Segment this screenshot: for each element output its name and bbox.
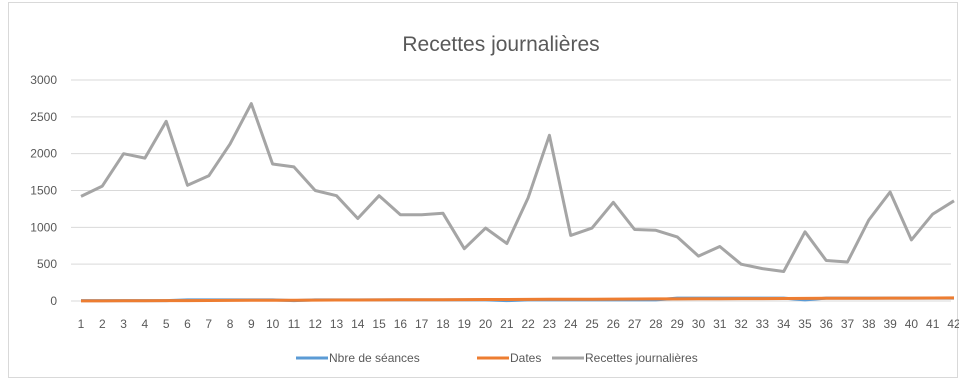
legend: Nbre de séances Dates Recettes journalière…: [296, 351, 698, 365]
y-tick-label: 0: [50, 294, 57, 308]
x-tick-label: 39: [883, 317, 897, 331]
y-tick-label: 1500: [30, 184, 57, 198]
series-line-2: [80, 102, 955, 273]
series-lines: [80, 102, 955, 303]
x-axis-ticks: 1 2 3 4 5 6 7 8 9 10 11 12 13 14 15 16 17 18 19 20 21 22 23 24 2…: [78, 317, 959, 331]
x-tick-label: 3: [120, 317, 127, 331]
x-tick-label: 19: [458, 317, 472, 331]
x-tick-label: 4: [142, 317, 149, 331]
x-tick-label: 38: [862, 317, 876, 331]
series-line-1: [81, 296, 955, 303]
x-tick-label: 14: [351, 317, 365, 331]
x-tick-label: 32: [734, 317, 748, 331]
x-tick-label: 2: [99, 317, 106, 331]
x-tick-label: 5: [163, 317, 170, 331]
x-tick-label: 40: [905, 317, 919, 331]
x-tick-label: 28: [649, 317, 663, 331]
x-tick-label: 10: [266, 317, 280, 331]
x-tick-label: 18: [436, 317, 450, 331]
x-tick-label: 20: [479, 317, 493, 331]
x-tick-label: 37: [841, 317, 855, 331]
x-tick-label: 25: [585, 317, 599, 331]
x-tick-label: 15: [372, 317, 386, 331]
chart-svg: Recettes journalières 050010001500200025…: [30, 33, 959, 365]
x-tick-label: 36: [820, 317, 834, 331]
grid-lines: [71, 79, 951, 302]
x-tick-label: 31: [713, 317, 727, 331]
x-tick-label: 13: [330, 317, 344, 331]
x-tick-label: 23: [543, 317, 557, 331]
legend-label: Recettes journalières: [585, 351, 698, 365]
y-tick-label: 3000: [30, 73, 57, 87]
x-tick-label: 24: [564, 317, 578, 331]
chart-title: Recettes journalières: [402, 33, 599, 56]
x-tick-label: 12: [309, 317, 323, 331]
y-tick-label: 1000: [30, 220, 57, 234]
x-tick-label: 6: [184, 317, 191, 331]
x-tick-label: 1: [78, 317, 85, 331]
x-tick-label: 30: [692, 317, 706, 331]
x-tick-label: 17: [415, 317, 429, 331]
x-tick-label: 42: [947, 317, 959, 331]
x-tick-label: 29: [671, 317, 685, 331]
x-tick-label: 34: [777, 317, 791, 331]
x-tick-label: 9: [248, 317, 255, 331]
y-tick-label: 2500: [30, 110, 57, 124]
x-tick-label: 22: [521, 317, 535, 331]
y-axis-ticks: 0 500 1000 1500 2000 2500 3000: [30, 73, 57, 308]
x-tick-label: 16: [394, 317, 408, 331]
x-tick-label: 33: [756, 317, 770, 331]
x-tick-label: 21: [500, 317, 514, 331]
legend-label: Nbre de séances: [329, 351, 420, 365]
chart-frame: Recettes journalières 0 500 1000 1500 2000 25…: [8, 2, 959, 378]
y-tick-label: 2000: [30, 147, 57, 161]
y-tick-label: 500: [37, 257, 57, 271]
x-tick-label: 35: [798, 317, 812, 331]
legend-label: Dates: [510, 351, 541, 365]
x-tick-label: 41: [926, 317, 940, 331]
x-tick-label: 27: [628, 317, 642, 331]
x-tick-label: 11: [288, 317, 301, 331]
x-tick-label: 26: [607, 317, 621, 331]
x-tick-label: 7: [205, 317, 212, 331]
x-tick-label: 8: [227, 317, 234, 331]
